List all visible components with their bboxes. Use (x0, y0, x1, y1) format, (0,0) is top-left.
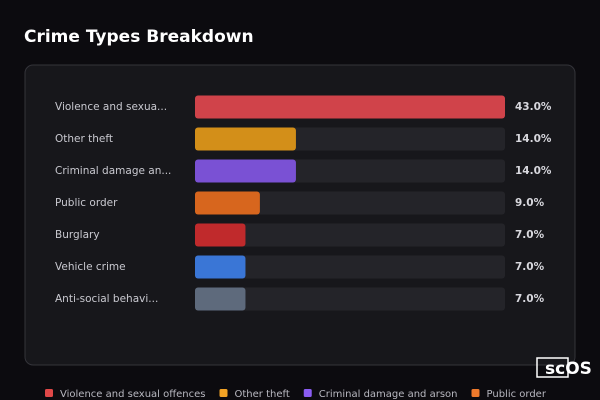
value-label: 7.0% (515, 293, 545, 305)
bar (195, 191, 260, 215)
bar (195, 95, 505, 119)
bar-track (195, 255, 505, 279)
value-label: 43.0% (515, 101, 552, 113)
category-label: Public order (55, 197, 118, 209)
category-label: Criminal damage an... (55, 165, 171, 177)
bar (195, 159, 296, 183)
legend-label: Violence and sexual offences (60, 389, 206, 400)
value-label: 14.0% (515, 133, 552, 145)
legend-label: Public order (487, 389, 547, 400)
category-label: Other theft (55, 133, 113, 145)
value-label: 7.0% (515, 229, 545, 241)
legend-label: Criminal damage and arson (319, 389, 458, 400)
category-label: Violence and sexua... (55, 101, 167, 113)
bar-track (195, 223, 505, 247)
category-label: Burglary (55, 229, 100, 241)
legend-marker (471, 389, 480, 397)
legend-marker (219, 389, 228, 397)
chart-title: Crime Types Breakdown (24, 27, 254, 47)
logo: scOS (545, 359, 592, 379)
legend-marker (45, 389, 53, 397)
value-label: 14.0% (515, 165, 552, 177)
legend-marker (303, 389, 312, 397)
bar-track (195, 287, 505, 311)
bar (195, 127, 296, 151)
logo-box (536, 357, 569, 378)
bar (195, 287, 246, 311)
bar (195, 255, 246, 279)
value-label: 9.0% (515, 197, 545, 209)
legend-label: Other theft (235, 389, 290, 400)
category-label: Vehicle crime (55, 261, 126, 273)
bar (195, 223, 246, 247)
category-label: Anti-social behavi... (55, 293, 158, 305)
bar-track (195, 191, 505, 215)
value-label: 7.0% (515, 261, 545, 273)
